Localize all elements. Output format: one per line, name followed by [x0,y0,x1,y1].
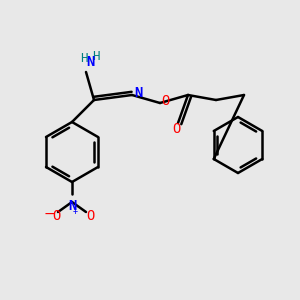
Text: −: − [44,207,55,221]
Text: O: O [172,122,180,136]
Text: N: N [86,55,94,69]
Text: H: H [92,50,100,62]
Text: O: O [86,209,94,223]
Text: N: N [134,86,142,100]
Text: N: N [68,199,76,213]
Text: H: H [80,52,88,65]
Text: O: O [52,209,60,223]
Text: +: + [73,207,78,216]
Text: O: O [161,94,170,108]
